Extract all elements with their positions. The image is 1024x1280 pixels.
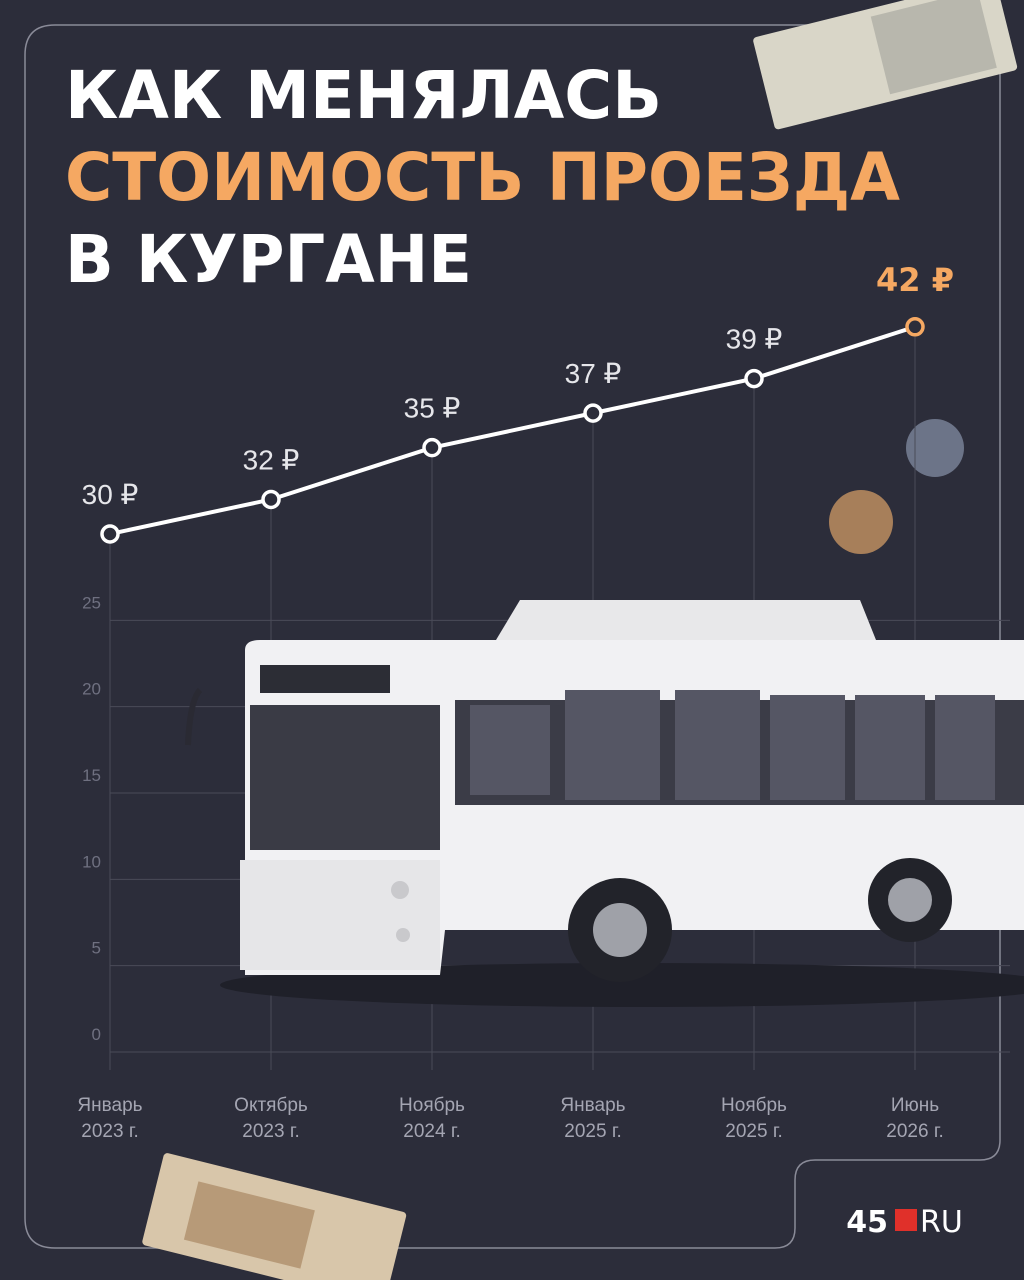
y-tick-label: 10 [82,852,101,871]
y-tick-label: 5 [92,939,101,958]
x-tick-label: 2025 г. [725,1121,782,1142]
x-tick-label: 2023 г. [81,1121,138,1142]
value-label: 39 ₽ [726,324,783,355]
point [583,403,603,423]
value-label: 32 ₽ [243,444,300,475]
bus-illustration [185,600,1024,1007]
plot: Январь 2023 г. Октябрь 2023 г. Ноябрь 2024 г.… [77,261,954,1142]
x-tick-label: Ноябрь [721,1095,787,1116]
line [109,324,916,536]
x-tick-label: Январь [560,1095,625,1116]
logo-mark [895,1209,917,1231]
logo-number: 45 [846,1205,888,1240]
point [422,437,442,458]
chart-title: В КУРГАНЕ [65,221,472,298]
banknote-50 [753,0,1018,130]
y-tick-label: 25 [82,593,101,612]
point [744,368,764,389]
value-label: 35 ₽ [404,393,461,424]
point [100,524,120,544]
coin-5 [906,419,964,477]
banknote-100 [142,1153,407,1280]
y-tick-label: 15 [82,766,101,785]
x-tick-label: Июнь [891,1095,939,1116]
point [261,489,281,510]
x-tick-label: 2025 г. [564,1121,621,1142]
x-tick-label: 2026 г. [886,1121,943,1142]
x-tick-label: Октябрь [234,1095,308,1116]
chart-title: КАК МЕНЯЛАСЬ [65,57,662,134]
chart-title: СТОИМОСТЬ ПРОЕЗДА [65,139,900,216]
value-label: 30 ₽ [82,479,139,510]
point [905,317,925,337]
x-tick-label: Ноябрь [399,1095,465,1116]
coin-10 [829,490,893,554]
x-tick-label: 2024 г. [403,1121,460,1142]
value-label: 37 ₽ [565,358,622,389]
y-tick-label: 0 [92,1025,101,1044]
x-tick-label: Январь [77,1095,142,1116]
y-tick-label: 20 [82,680,101,699]
logo-text: RU [920,1205,963,1240]
value-label: 42 ₽ [876,261,954,299]
x-tick-label: 2023 г. [242,1121,299,1142]
